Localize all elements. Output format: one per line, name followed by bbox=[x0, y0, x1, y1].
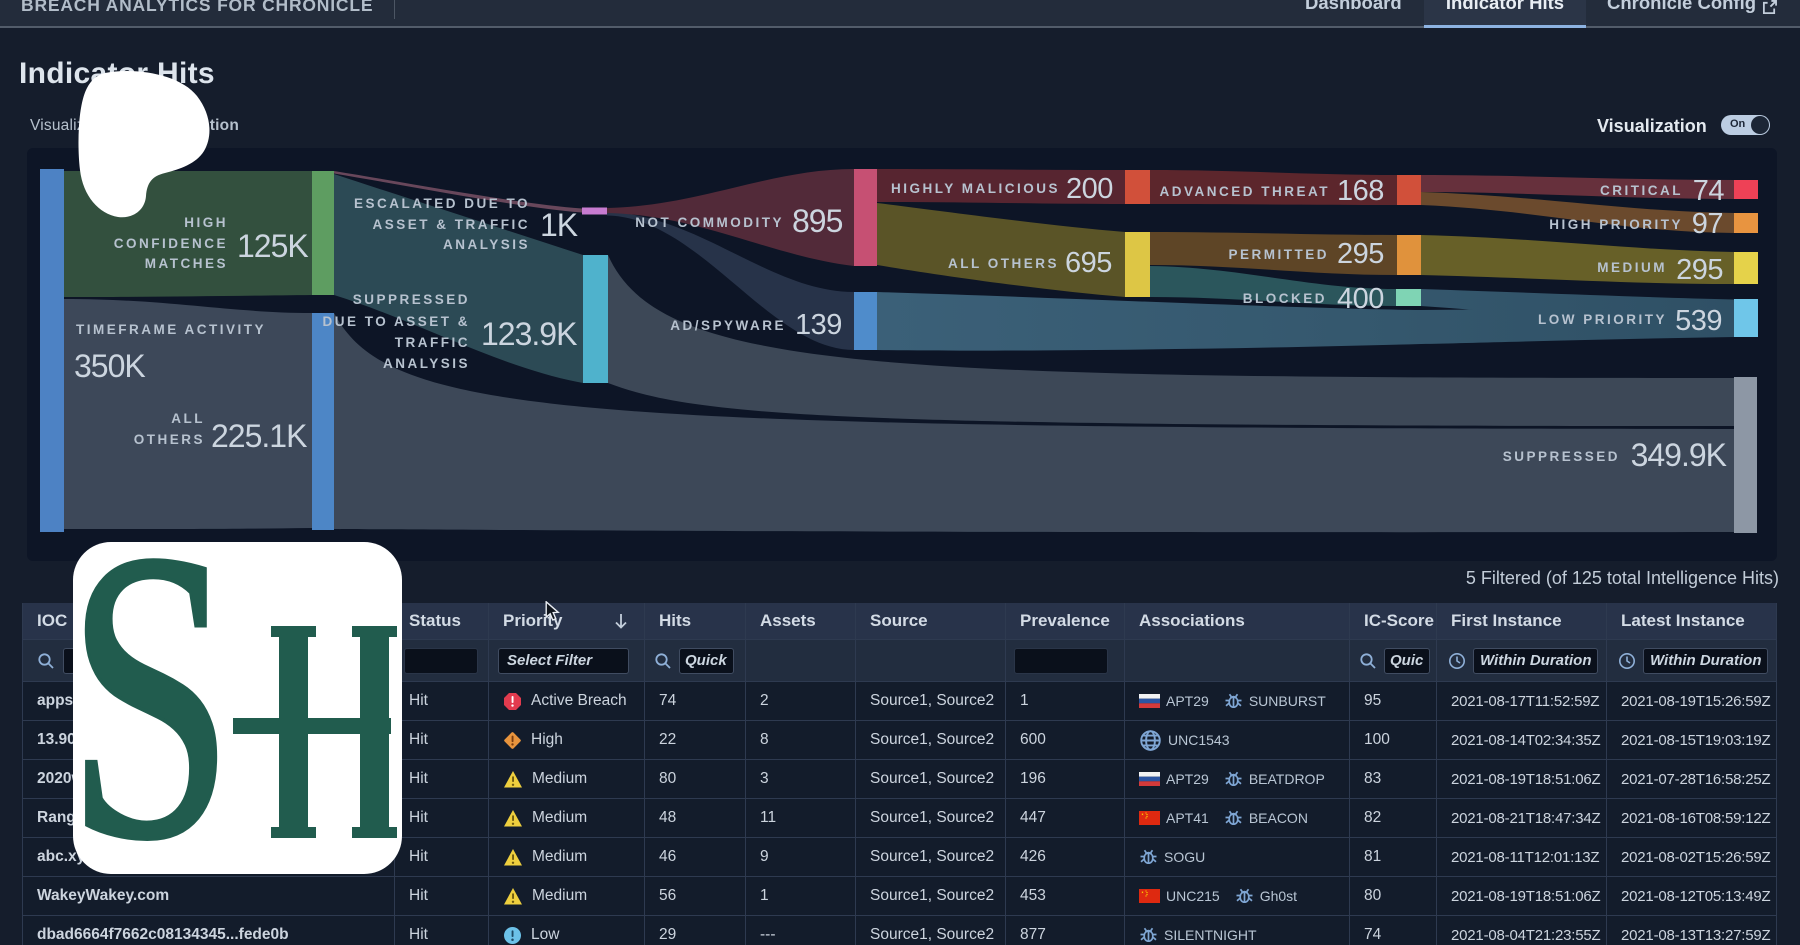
svg-text:DUE TO ASSET &: DUE TO ASSET & bbox=[322, 314, 470, 329]
svg-text:ANALYSIS: ANALYSIS bbox=[383, 356, 470, 371]
svg-text:200: 200 bbox=[1066, 173, 1113, 205]
svg-text:TIMEFRAME ACTIVITY: TIMEFRAME ACTIVITY bbox=[76, 322, 266, 337]
svg-text:123.9K: 123.9K bbox=[481, 316, 577, 352]
svg-text:539: 539 bbox=[1675, 305, 1722, 337]
svg-text:349.9K: 349.9K bbox=[1631, 437, 1727, 473]
svg-text:AD/SPYWARE: AD/SPYWARE bbox=[670, 318, 786, 333]
svg-text:NOT COMMODITY: NOT COMMODITY bbox=[635, 215, 784, 230]
svg-text:SUPPRESSED: SUPPRESSED bbox=[1503, 449, 1620, 464]
svg-text:125K: 125K bbox=[237, 228, 308, 264]
svg-text:TRAFFIC: TRAFFIC bbox=[395, 335, 470, 350]
svg-text:1K: 1K bbox=[540, 207, 578, 243]
svg-text:ADVANCED THREAT: ADVANCED THREAT bbox=[1160, 184, 1331, 199]
svg-text:ALL OTHERS: ALL OTHERS bbox=[948, 256, 1059, 271]
svg-text:MEDIUM: MEDIUM bbox=[1597, 260, 1667, 275]
svg-text:295: 295 bbox=[1337, 238, 1384, 270]
svg-text:MATCHES: MATCHES bbox=[145, 256, 228, 271]
svg-text:CONFIDENCE: CONFIDENCE bbox=[114, 236, 228, 251]
svg-text:LOW PRIORITY: LOW PRIORITY bbox=[1538, 312, 1667, 327]
svg-text:BLOCKED: BLOCKED bbox=[1243, 291, 1327, 306]
svg-text:ALL: ALL bbox=[171, 411, 205, 426]
svg-text:ASSET & TRAFFIC: ASSET & TRAFFIC bbox=[373, 217, 531, 232]
svg-text:400: 400 bbox=[1337, 283, 1384, 315]
svg-text:139: 139 bbox=[795, 309, 842, 341]
svg-text:PERMITTED: PERMITTED bbox=[1228, 247, 1329, 262]
svg-text:HIGHLY MALICIOUS: HIGHLY MALICIOUS bbox=[891, 181, 1060, 196]
svg-text:295: 295 bbox=[1676, 254, 1723, 286]
svg-text:695: 695 bbox=[1065, 247, 1112, 279]
svg-text:97: 97 bbox=[1692, 208, 1723, 240]
svg-text:ESCALATED DUE TO: ESCALATED DUE TO bbox=[354, 196, 530, 211]
svg-text:SUPPRESSED: SUPPRESSED bbox=[353, 292, 470, 307]
svg-text:CRITICAL: CRITICAL bbox=[1600, 183, 1683, 198]
svg-text:HIGH: HIGH bbox=[184, 215, 228, 230]
svg-text:225.1K: 225.1K bbox=[211, 418, 307, 454]
svg-text:S: S bbox=[73, 542, 234, 874]
svg-text:168: 168 bbox=[1337, 175, 1384, 207]
svg-text:895: 895 bbox=[792, 203, 843, 239]
svg-text:OTHERS: OTHERS bbox=[134, 432, 205, 447]
svg-text:350K: 350K bbox=[74, 348, 145, 384]
svg-text:74: 74 bbox=[1693, 175, 1725, 207]
svg-text:ANALYSIS: ANALYSIS bbox=[443, 237, 530, 252]
svg-text:HIGH PRIORITY: HIGH PRIORITY bbox=[1549, 217, 1683, 232]
